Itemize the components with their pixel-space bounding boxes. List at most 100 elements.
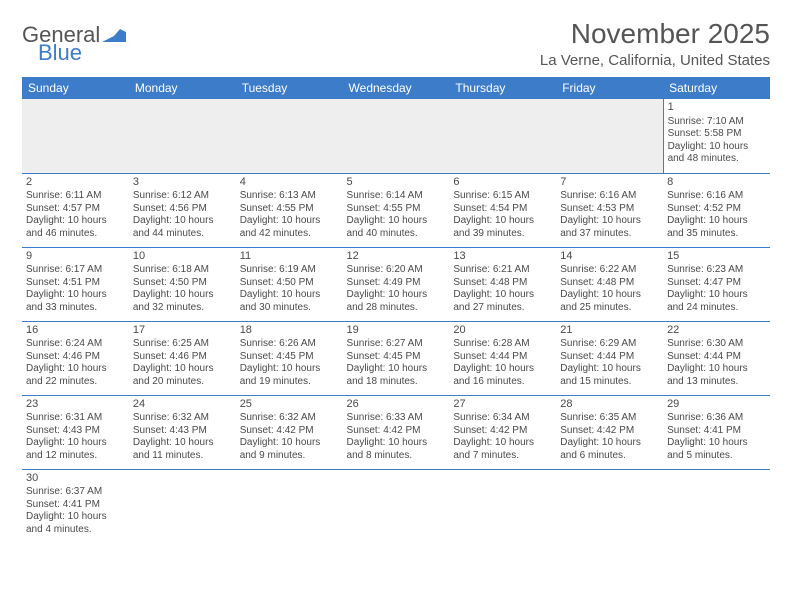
calendar-cell (22, 99, 129, 173)
calendar-row: 23Sunrise: 6:31 AMSunset: 4:43 PMDayligh… (22, 395, 770, 469)
calendar-cell: 2Sunrise: 6:11 AMSunset: 4:57 PMDaylight… (22, 173, 129, 247)
day-detail: and 4 minutes. (26, 524, 125, 537)
day-detail: Daylight: 10 hours (347, 363, 446, 376)
calendar-cell: 16Sunrise: 6:24 AMSunset: 4:46 PMDayligh… (22, 321, 129, 395)
day-detail: Daylight: 10 hours (240, 437, 339, 450)
calendar-cell (343, 99, 450, 173)
calendar-cell: 17Sunrise: 6:25 AMSunset: 4:46 PMDayligh… (129, 321, 236, 395)
calendar-row: 9Sunrise: 6:17 AMSunset: 4:51 PMDaylight… (22, 247, 770, 321)
day-detail: Sunrise: 6:30 AM (667, 338, 766, 351)
day-detail: and 37 minutes. (560, 228, 659, 241)
day-detail: and 25 minutes. (560, 302, 659, 315)
day-detail: Daylight: 10 hours (240, 363, 339, 376)
day-number: 24 (133, 398, 232, 412)
day-detail: Sunset: 4:50 PM (240, 277, 339, 290)
day-detail: and 24 minutes. (667, 302, 766, 315)
day-detail: and 18 minutes. (347, 376, 446, 389)
day-number: 20 (453, 324, 552, 338)
day-detail: Sunrise: 6:16 AM (667, 190, 766, 203)
day-number: 19 (347, 324, 446, 338)
day-detail: Daylight: 10 hours (133, 215, 232, 228)
day-detail: Daylight: 10 hours (26, 363, 125, 376)
day-detail: Sunset: 4:46 PM (133, 351, 232, 364)
day-detail: Daylight: 10 hours (560, 289, 659, 302)
calendar-cell: 10Sunrise: 6:18 AMSunset: 4:50 PMDayligh… (129, 247, 236, 321)
day-detail: Sunset: 4:49 PM (347, 277, 446, 290)
day-detail: Sunset: 4:56 PM (133, 203, 232, 216)
day-number: 3 (133, 176, 232, 190)
day-detail: Daylight: 10 hours (560, 363, 659, 376)
day-detail: Sunset: 4:52 PM (667, 203, 766, 216)
calendar-cell: 30Sunrise: 6:37 AMSunset: 4:41 PMDayligh… (22, 469, 129, 543)
logo-icon (102, 22, 126, 48)
calendar-cell: 29Sunrise: 6:36 AMSunset: 4:41 PMDayligh… (663, 395, 770, 469)
day-detail: Daylight: 10 hours (26, 437, 125, 450)
day-detail: Daylight: 10 hours (453, 289, 552, 302)
day-number: 10 (133, 250, 232, 264)
day-detail: Daylight: 10 hours (347, 215, 446, 228)
day-detail: Sunset: 4:42 PM (453, 425, 552, 438)
day-detail: Sunrise: 6:13 AM (240, 190, 339, 203)
day-detail: and 19 minutes. (240, 376, 339, 389)
title-block: November 2025 La Verne, California, Unit… (540, 18, 770, 69)
day-detail: Sunset: 4:55 PM (347, 203, 446, 216)
day-detail: Daylight: 10 hours (453, 437, 552, 450)
day-header: Wednesday (343, 77, 450, 99)
day-detail: Daylight: 10 hours (133, 363, 232, 376)
day-detail: Sunrise: 6:12 AM (133, 190, 232, 203)
day-detail: Sunrise: 6:32 AM (240, 412, 339, 425)
day-detail: Sunrise: 6:22 AM (560, 264, 659, 277)
page: General November 2025 La Verne, Californ… (0, 0, 792, 543)
calendar-cell: 7Sunrise: 6:16 AMSunset: 4:53 PMDaylight… (556, 173, 663, 247)
calendar-cell: 28Sunrise: 6:35 AMSunset: 4:42 PMDayligh… (556, 395, 663, 469)
day-number: 13 (453, 250, 552, 264)
day-detail: Sunset: 4:44 PM (560, 351, 659, 364)
day-detail: Sunrise: 7:10 AM (668, 116, 766, 129)
day-detail: Sunrise: 6:17 AM (26, 264, 125, 277)
day-number: 12 (347, 250, 446, 264)
day-detail: Sunset: 4:44 PM (453, 351, 552, 364)
day-header: Tuesday (236, 77, 343, 99)
day-number: 11 (240, 250, 339, 264)
day-number: 30 (26, 472, 125, 486)
calendar-cell: 1Sunrise: 7:10 AMSunset: 5:58 PMDaylight… (663, 99, 770, 173)
day-detail: Daylight: 10 hours (26, 511, 125, 524)
calendar-cell: 12Sunrise: 6:20 AMSunset: 4:49 PMDayligh… (343, 247, 450, 321)
day-detail: Daylight: 10 hours (667, 289, 766, 302)
day-number: 23 (26, 398, 125, 412)
day-detail: Sunset: 4:54 PM (453, 203, 552, 216)
day-detail: Sunset: 4:53 PM (560, 203, 659, 216)
day-detail: Sunset: 4:45 PM (240, 351, 339, 364)
day-detail: Sunrise: 6:14 AM (347, 190, 446, 203)
day-detail: and 20 minutes. (133, 376, 232, 389)
calendar-cell (449, 99, 556, 173)
day-detail: and 39 minutes. (453, 228, 552, 241)
calendar-cell (556, 99, 663, 173)
calendar-cell: 11Sunrise: 6:19 AMSunset: 4:50 PMDayligh… (236, 247, 343, 321)
month-title: November 2025 (540, 18, 770, 50)
day-detail: and 5 minutes. (667, 450, 766, 463)
day-detail: Sunrise: 6:16 AM (560, 190, 659, 203)
day-number: 29 (667, 398, 766, 412)
day-detail: Daylight: 10 hours (560, 437, 659, 450)
day-detail: Sunrise: 6:35 AM (560, 412, 659, 425)
day-number: 6 (453, 176, 552, 190)
calendar-cell: 19Sunrise: 6:27 AMSunset: 4:45 PMDayligh… (343, 321, 450, 395)
day-detail: Sunset: 4:50 PM (133, 277, 232, 290)
day-detail: Daylight: 10 hours (240, 215, 339, 228)
day-detail: and 11 minutes. (133, 450, 232, 463)
calendar-cell: 13Sunrise: 6:21 AMSunset: 4:48 PMDayligh… (449, 247, 556, 321)
day-detail: Sunset: 4:48 PM (560, 277, 659, 290)
day-detail: Sunset: 4:41 PM (667, 425, 766, 438)
day-number: 28 (560, 398, 659, 412)
logo-text-2: Blue (38, 40, 82, 66)
day-detail: Sunset: 4:57 PM (26, 203, 125, 216)
calendar-row: 2Sunrise: 6:11 AMSunset: 4:57 PMDaylight… (22, 173, 770, 247)
calendar-row: 16Sunrise: 6:24 AMSunset: 4:46 PMDayligh… (22, 321, 770, 395)
day-detail: Daylight: 10 hours (560, 215, 659, 228)
day-detail: Daylight: 10 hours (453, 363, 552, 376)
day-detail: and 42 minutes. (240, 228, 339, 241)
day-detail: Sunset: 4:44 PM (667, 351, 766, 364)
day-detail: Sunset: 4:41 PM (26, 499, 125, 512)
location: La Verne, California, United States (540, 52, 770, 69)
